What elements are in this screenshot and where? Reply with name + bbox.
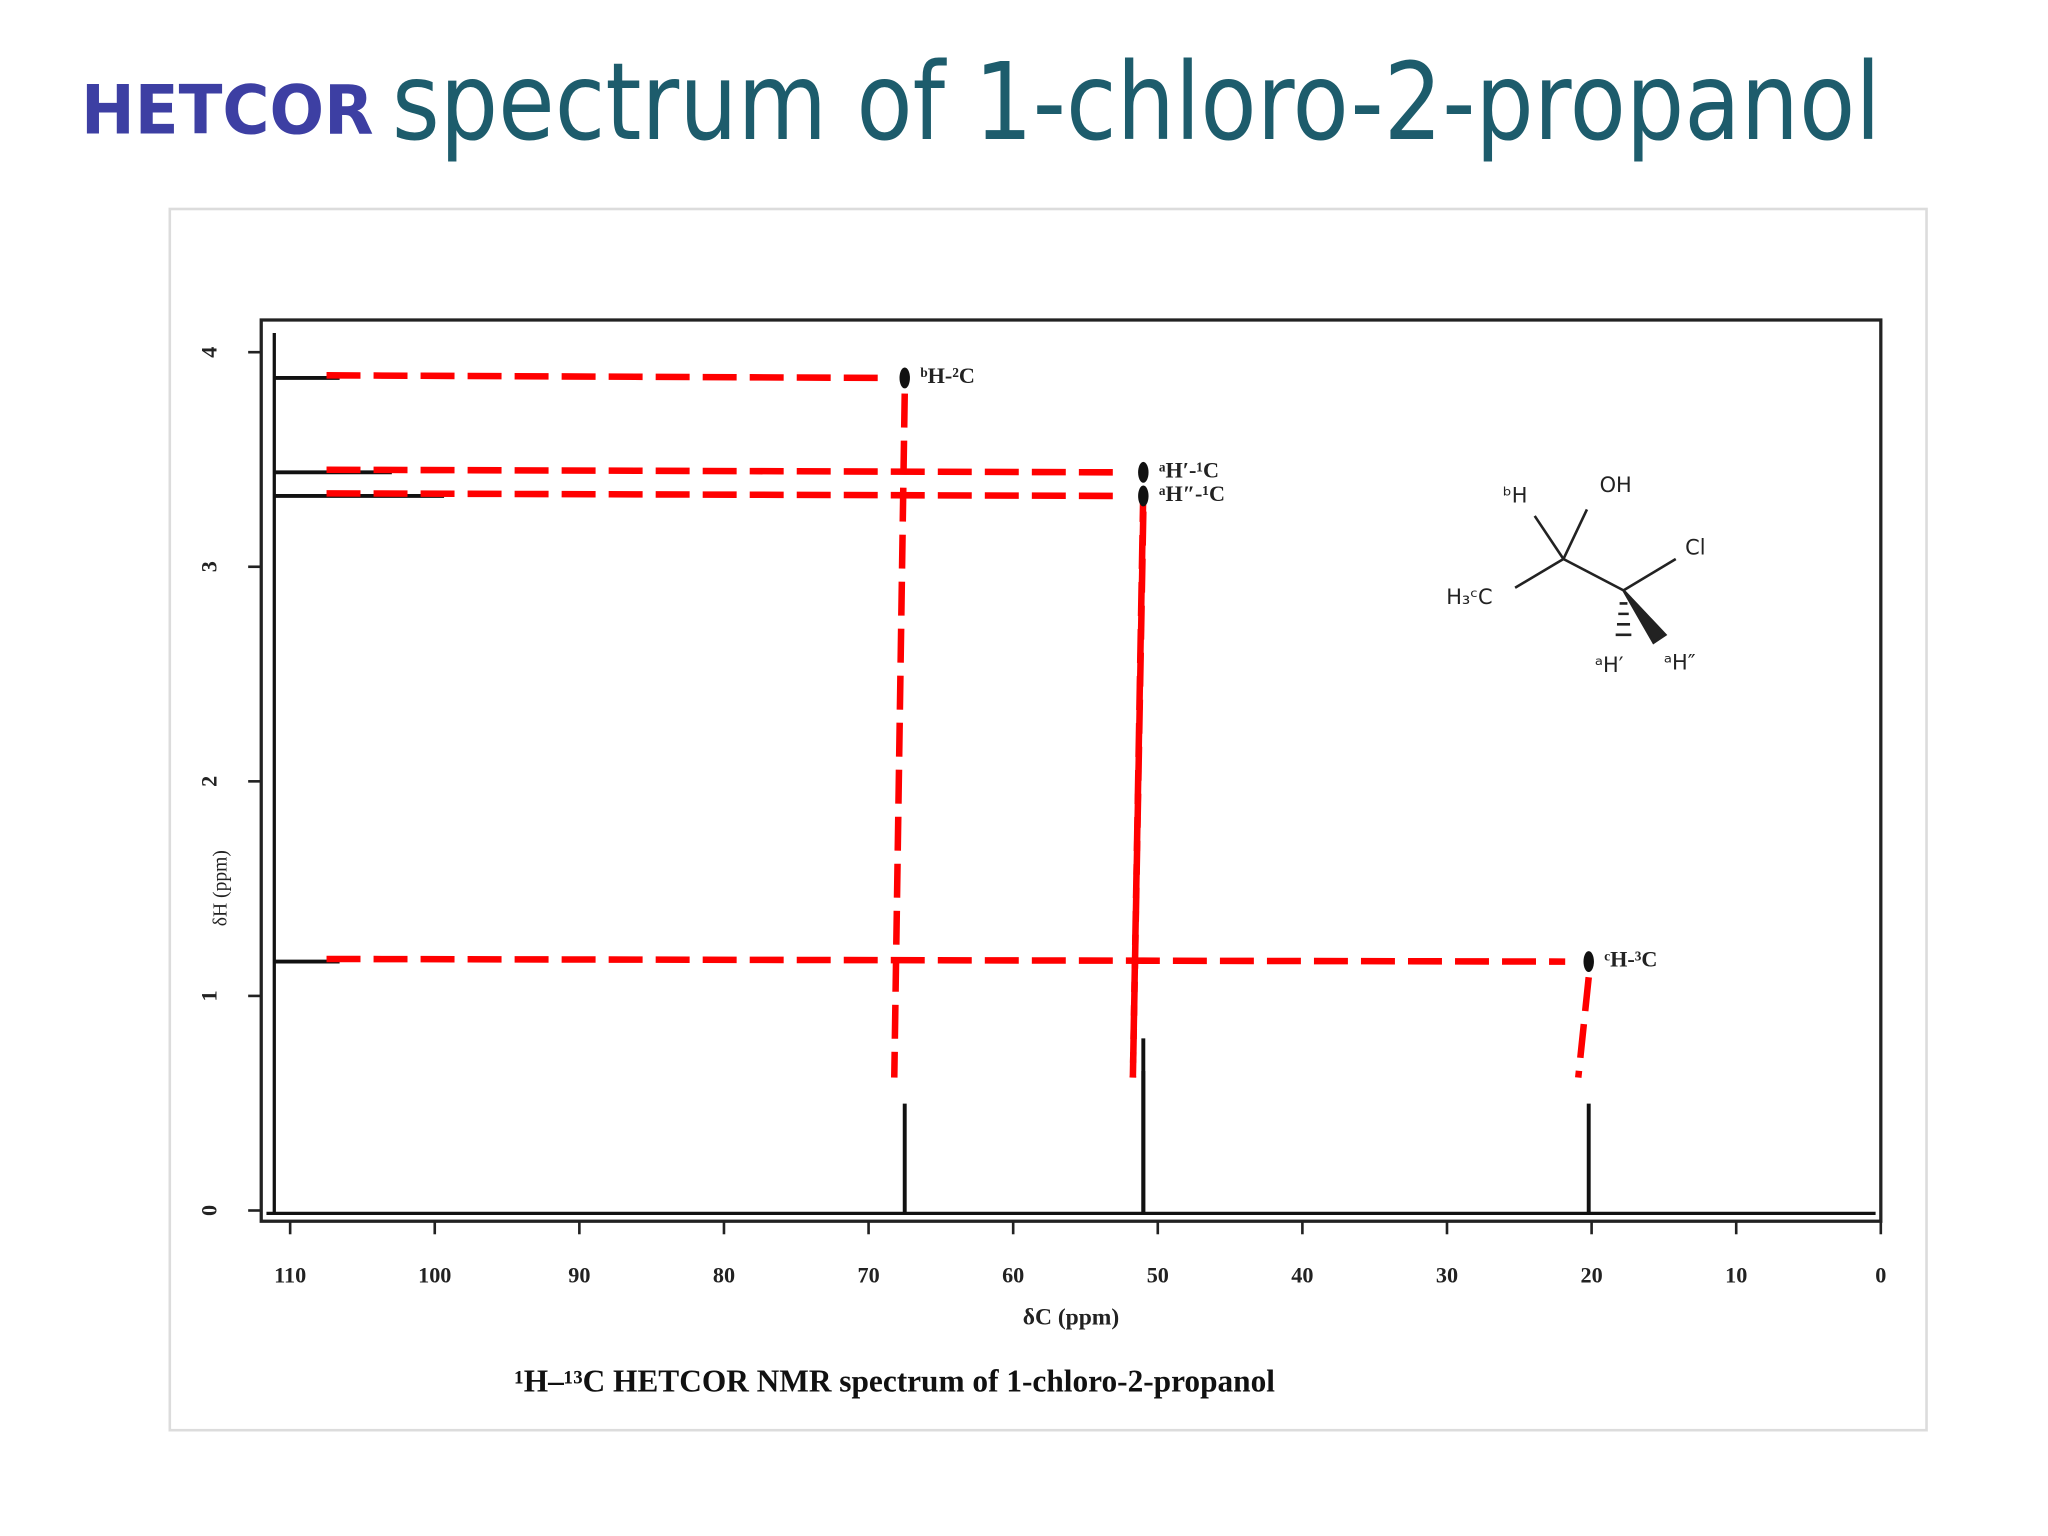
caption: ¹H–¹³C HETCOR NMR spectrum of 1-chloro-2…: [514, 1364, 1275, 1399]
atom-label: OH: [1600, 473, 1632, 497]
x-tick-label: 70: [857, 1262, 879, 1287]
y-axis-label: δH (ppm): [211, 850, 232, 926]
atom-label: H₃ᶜC: [1446, 585, 1492, 609]
y-tick-label: 1: [197, 990, 222, 1001]
peak-label: ᶜH-³C: [1604, 947, 1657, 972]
peak-label: ᵃH″-¹C: [1159, 481, 1225, 506]
y-tick-label: 3: [197, 561, 222, 572]
x-tick-label: 10: [1725, 1262, 1747, 1287]
guide-line: [1575, 976, 1592, 1078]
atom-label: ᵇH: [1503, 483, 1528, 507]
bond: [1562, 508, 1589, 560]
guide-line: [1129, 511, 1147, 1078]
cross-peak: [1138, 461, 1149, 483]
x-tick-label: 90: [568, 1262, 590, 1287]
x-tick-label: 30: [1436, 1262, 1458, 1287]
atom-label: Cl: [1685, 536, 1705, 560]
peak-label: ᵇH-²C: [920, 363, 975, 388]
y-tick-label: 4: [197, 347, 222, 358]
x-tick-label: 40: [1291, 1262, 1313, 1287]
bond: [1622, 557, 1677, 592]
wedge-bond: [1622, 589, 1668, 645]
guide-line: [326, 490, 1120, 500]
x-tick-label: 20: [1581, 1262, 1603, 1287]
guide-line: [326, 955, 1566, 965]
figure-frame: [168, 207, 1928, 1432]
x-axis-label: δC (ppm): [1023, 1305, 1119, 1331]
cross-peak: [1583, 951, 1594, 973]
peak-label: ᵃH′-¹C: [1159, 457, 1219, 482]
cross-peak: [899, 367, 910, 389]
molecule: [1514, 508, 1677, 645]
guide-line: [891, 393, 908, 1078]
bond: [1514, 557, 1565, 589]
hash-bond: [1615, 602, 1632, 637]
bond: [1562, 557, 1625, 592]
title: spectrum of 1-chloro-2-propanol: [392, 41, 1881, 165]
x-tick-label: 50: [1147, 1262, 1169, 1287]
x-tick-label: 110: [274, 1262, 306, 1287]
y-tick-label: 0: [197, 1205, 222, 1216]
title-lead: HETCOR: [81, 71, 374, 150]
cross-peak: [1138, 485, 1149, 507]
atom-label: ᵃH″: [1664, 651, 1696, 675]
x-tick-label: 100: [418, 1262, 451, 1287]
x-tick-label: 80: [713, 1262, 735, 1287]
guide-line: [326, 466, 1120, 476]
atom-label: ᵃH′: [1595, 653, 1624, 677]
x-tick-label: 0: [1875, 1262, 1886, 1287]
plot-frame: [259, 318, 1883, 1223]
bond: [1533, 515, 1565, 560]
x-tick-label: 60: [1002, 1262, 1024, 1287]
y-tick-label: 2: [197, 776, 222, 787]
